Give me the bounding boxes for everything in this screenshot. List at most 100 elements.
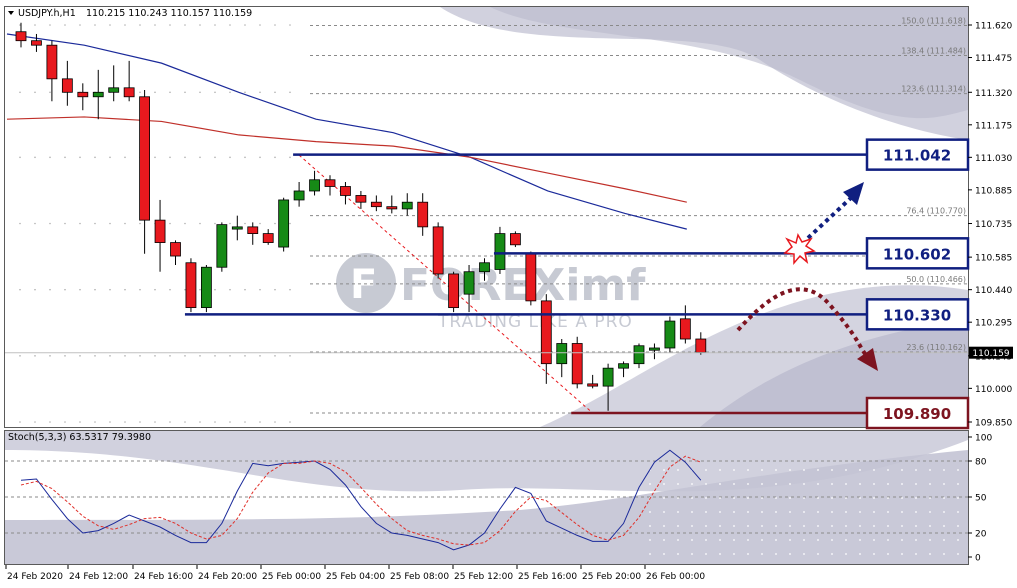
grid-dot (859, 497, 861, 499)
grid-dot (705, 511, 707, 513)
grid-dot (677, 539, 679, 541)
grid-dot (139, 24, 141, 26)
grid-dot (199, 24, 201, 26)
stoch-tick-label: 80 (975, 458, 987, 468)
grid-dot (705, 469, 707, 471)
candle-bear (61, 78, 73, 93)
grid-dot (873, 511, 875, 513)
candle-bear (587, 383, 599, 387)
grid-dot (859, 539, 861, 541)
grid-dot (887, 525, 889, 527)
grid-dot (154, 24, 156, 26)
grid-dot (64, 24, 66, 26)
grid-dot (79, 156, 81, 159)
grid-dot (274, 156, 276, 159)
grid-dot (747, 469, 749, 471)
grid-dot (733, 469, 735, 471)
grid-dot (663, 539, 665, 541)
grid-dot (859, 553, 861, 555)
time-tick-label: 24 Feb 2020 (7, 572, 63, 582)
grid-dot (691, 483, 693, 485)
grid-dot (49, 91, 51, 94)
candle-bull (401, 201, 413, 210)
grid-dot (929, 469, 931, 471)
current-price-label: 110.159 (972, 349, 1009, 359)
grid-dot (761, 483, 763, 485)
price-tick-label: 111.475 (975, 54, 1012, 64)
candle-bull (293, 190, 305, 201)
grid-dot (184, 222, 186, 225)
candle-bear (77, 91, 89, 98)
grid-dot (887, 483, 889, 485)
grid-dot (929, 497, 931, 499)
grid-dot (831, 525, 833, 527)
grid-dot (214, 288, 216, 291)
price-tick-label: 110.000 (975, 385, 1012, 395)
grid-dot (649, 483, 651, 485)
grid-dot (124, 288, 126, 291)
grid-dot (49, 156, 51, 159)
grid-dot (244, 24, 246, 26)
candle-bull (216, 224, 228, 268)
grid-dot (649, 539, 651, 541)
grid-dot (139, 421, 141, 423)
grid-dot (34, 288, 36, 291)
moving-averages (6, 33, 687, 230)
grid-dot (663, 525, 665, 527)
grid-dot (747, 525, 749, 527)
candle-bull (494, 233, 506, 270)
grid-dot (873, 525, 875, 527)
grid-dot (915, 497, 917, 499)
grid-dot (289, 24, 291, 26)
grid-dot (199, 156, 201, 159)
grid-dot (929, 553, 931, 555)
grid-dot (873, 553, 875, 555)
time-tick-label: 25 Feb 04:00 (326, 572, 385, 582)
symbol-dropdown-icon[interactable] (8, 11, 14, 15)
grid-dot (64, 355, 66, 357)
price-tick-label: 110.735 (975, 220, 1012, 230)
grid-dot (803, 511, 805, 513)
grid-dot (845, 539, 847, 541)
grid-dot (199, 91, 201, 94)
grid-dot (649, 525, 651, 527)
grid-dot (169, 91, 171, 94)
grid-dot (139, 355, 141, 357)
grid-dot (34, 222, 36, 225)
time-tick-label: 26 Feb 00:00 (646, 572, 705, 582)
grid-dot (705, 497, 707, 499)
grid-dot (733, 497, 735, 499)
grid-dot (289, 91, 291, 94)
grid-dot (79, 355, 81, 357)
time-tick-label: 25 Feb 20:00 (582, 572, 641, 582)
grid-dot (199, 421, 201, 423)
grid-dot (929, 539, 931, 541)
candle-bull (618, 363, 629, 369)
grid-dot (747, 539, 749, 541)
level-box (865, 298, 970, 331)
grid-dot (79, 288, 81, 291)
price-tick-label: 110.295 (975, 319, 1012, 329)
grid-dot (943, 497, 945, 499)
grid-dot (64, 288, 66, 291)
grid-dot (259, 421, 261, 423)
candle-bull (602, 367, 614, 387)
grid-dot (124, 222, 126, 225)
candle-bear (679, 318, 691, 340)
candle-bull (463, 271, 475, 295)
grid-dot (845, 469, 847, 471)
grid-dot (229, 421, 231, 423)
grid-dot (94, 24, 96, 26)
grid-dot (761, 469, 763, 471)
price-grid (19, 24, 291, 423)
grid-dot (214, 156, 216, 159)
grid-dot (719, 497, 721, 499)
candle-bull (479, 262, 490, 273)
grid-dot (803, 469, 805, 471)
grid-dot (244, 355, 246, 357)
grid-dot (929, 525, 931, 527)
grid-dot (214, 421, 216, 423)
grid-dot (663, 497, 665, 499)
candle-bear (154, 219, 166, 243)
grid-dot (873, 483, 875, 485)
